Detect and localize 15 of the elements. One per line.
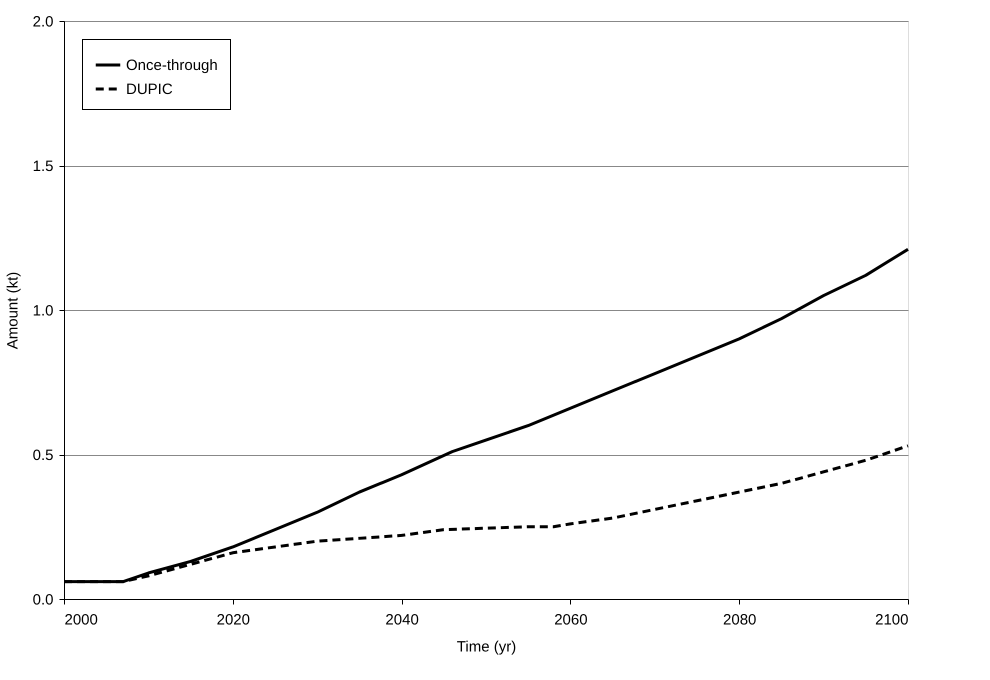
x-tick-label: 2080 <box>723 612 756 628</box>
legend-label: Once-through <box>126 57 218 74</box>
x-tick-label: 2060 <box>554 612 588 628</box>
y-axis-title: Amount (kt) <box>4 272 22 350</box>
x-tick-label: 2040 <box>385 612 419 628</box>
y-tick-label: 1.5 <box>32 158 54 175</box>
y-tick-label: 2.0 <box>32 14 54 30</box>
x-tick-label: 2020 <box>216 612 250 628</box>
y-tick-label: 0.5 <box>32 447 54 464</box>
y-tick-label: 1.0 <box>32 302 54 320</box>
legend-label: DUPIC <box>126 81 173 98</box>
x-axis-title: Time (yr) <box>456 638 516 656</box>
x-tick-label: 2100 <box>875 612 908 628</box>
y-tick-label: 0.0 <box>32 592 54 608</box>
x-tick-label: 2000 <box>64 612 98 628</box>
